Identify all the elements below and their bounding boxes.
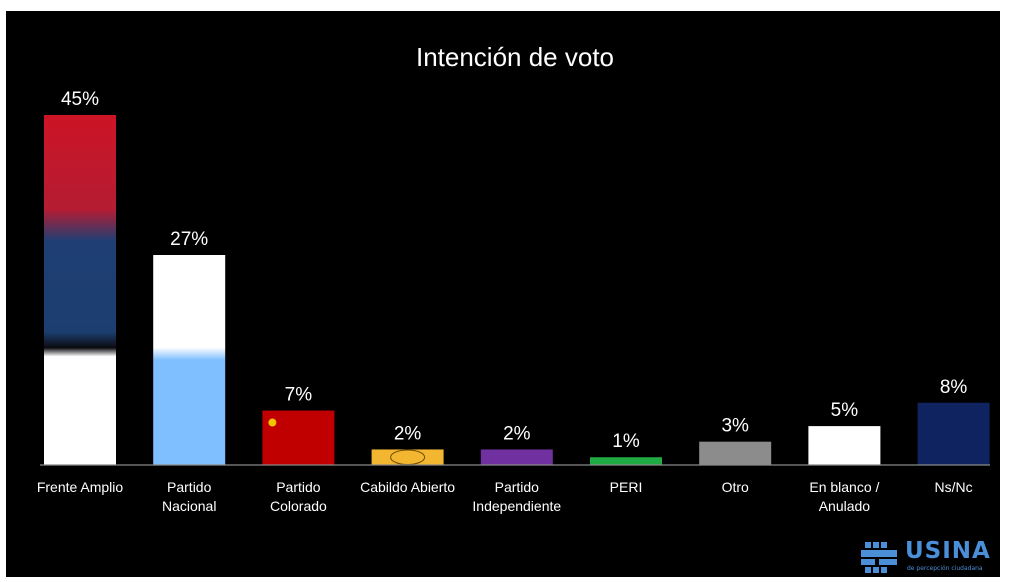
value-label-0: 45% — [61, 89, 99, 110]
category-label-2-0: Partido — [276, 479, 321, 495]
category-label-3-0: Cabildo Abierto — [360, 479, 455, 495]
category-label-2-1: Colorado — [270, 498, 327, 514]
bar-0 — [44, 115, 116, 465]
category-label-7-1: Anulado — [819, 498, 871, 514]
value-label-2: 7% — [285, 385, 313, 406]
category-label-4-0: Partido — [495, 479, 540, 495]
usina-logo: USINA de percepción ciudadana — [861, 538, 991, 582]
category-label-4-1: Independiente — [472, 498, 561, 514]
value-label-1: 27% — [170, 229, 208, 250]
category-label-5-0: PERI — [610, 479, 643, 495]
chart-title: Intención de voto — [416, 42, 614, 72]
bar-4 — [480, 449, 553, 465]
bar-6 — [699, 441, 772, 465]
bar-3 — [371, 449, 444, 465]
category-label-8-0: Ns/Nc — [935, 479, 973, 495]
value-label-5: 1% — [612, 431, 640, 452]
bar-5 — [590, 457, 662, 465]
sun-emblem-icon — [268, 418, 277, 427]
value-label-6: 3% — [721, 416, 749, 437]
category-label-6-0: Otro — [722, 479, 749, 495]
usina-logo-icon — [861, 542, 897, 573]
value-label-4: 2% — [503, 423, 531, 444]
bar-7 — [808, 426, 881, 465]
chart-frame: Intención de voto 45% Frente Amplio 27% Par… — [6, 11, 1000, 577]
value-label-7: 5% — [831, 400, 859, 421]
chart: Intención de voto 45% Frente Amplio 27% Par… — [37, 42, 990, 514]
category-label-1-0: Partido — [167, 479, 212, 495]
value-label-8: 8% — [940, 377, 968, 398]
category-label-0-0: Frente Amplio — [37, 479, 124, 495]
logo-tagline: de percepción ciudadana — [907, 565, 983, 572]
category-label-7-0: En blanco / — [809, 479, 879, 495]
value-label-3: 2% — [394, 423, 422, 444]
bar-8 — [917, 402, 990, 465]
category-label-1-1: Nacional — [162, 498, 216, 514]
bar-1 — [153, 255, 226, 465]
logo-name: USINA — [905, 538, 991, 564]
